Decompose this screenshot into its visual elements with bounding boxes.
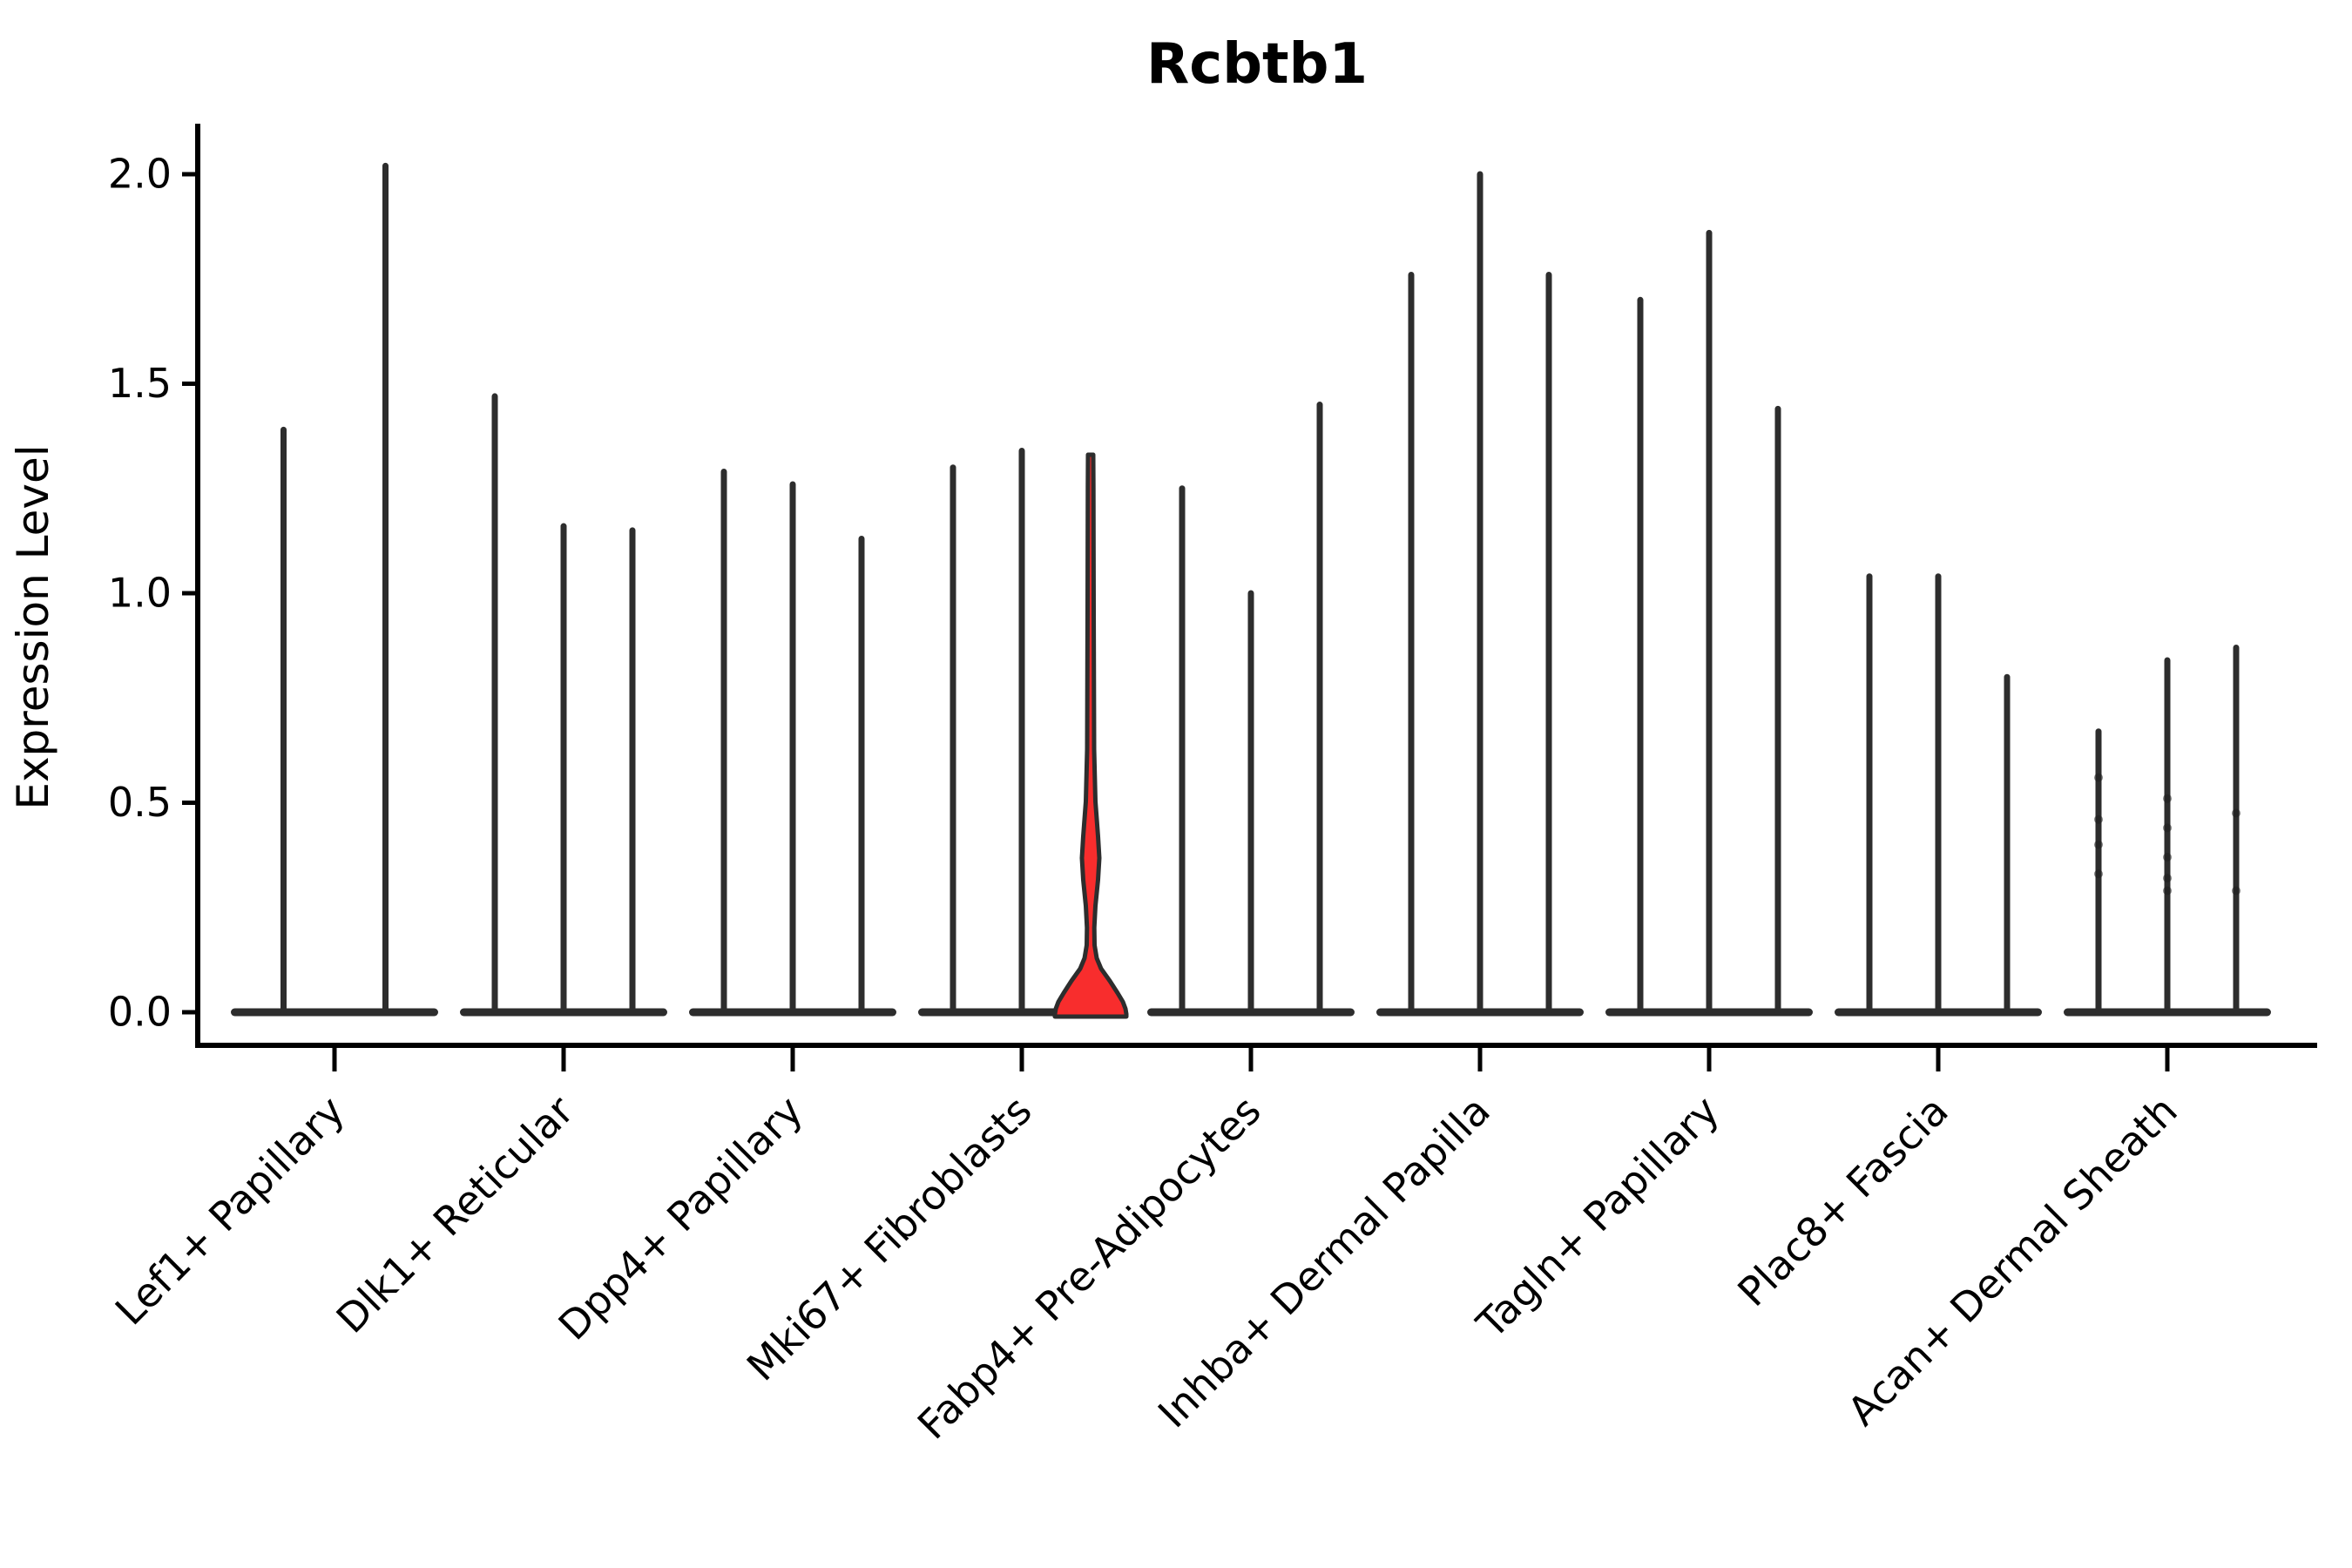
axis-spines [195,124,2317,1048]
expression-point [2232,808,2240,818]
y-tick-label: 1.0 [108,570,172,617]
expression-point [2094,869,2103,879]
violin-group-1 [460,393,667,1017]
violin-group-5 [1376,171,1584,1017]
expression-point [2232,886,2240,896]
expression-point [2163,874,2172,883]
violin-series [231,162,2271,1019]
violin-group-0 [231,162,438,1017]
expression-point [2163,823,2172,833]
violin-group-3 [918,447,1129,1019]
violin-group-2 [689,469,896,1017]
y-tick-label: 0.5 [108,779,172,826]
chart-title: Rcbtb1 [1146,32,1368,97]
highlighted-violin [1052,452,1129,1019]
y-tick-label: 0.0 [108,989,172,1036]
y-tick-label: 2.0 [108,151,172,198]
violin-group-8 [2064,645,2271,1017]
violin-group-6 [1605,229,1813,1017]
expression-point [2163,886,2172,896]
expression-point [2094,773,2103,782]
expression-point [2094,840,2103,849]
violin-baseline [231,1008,438,1017]
y-tick-label: 1.5 [108,360,172,407]
expression-point [2094,814,2103,824]
violin-group-4 [1147,402,1355,1017]
y-axis-ticks: 0.0 0.5 1.0 1.5 2.0 [108,151,198,1036]
expression-point [2163,794,2172,803]
violin-group-7 [1835,573,2042,1017]
y-axis-label: Expression Level [8,444,58,809]
expression-point [2163,853,2172,862]
